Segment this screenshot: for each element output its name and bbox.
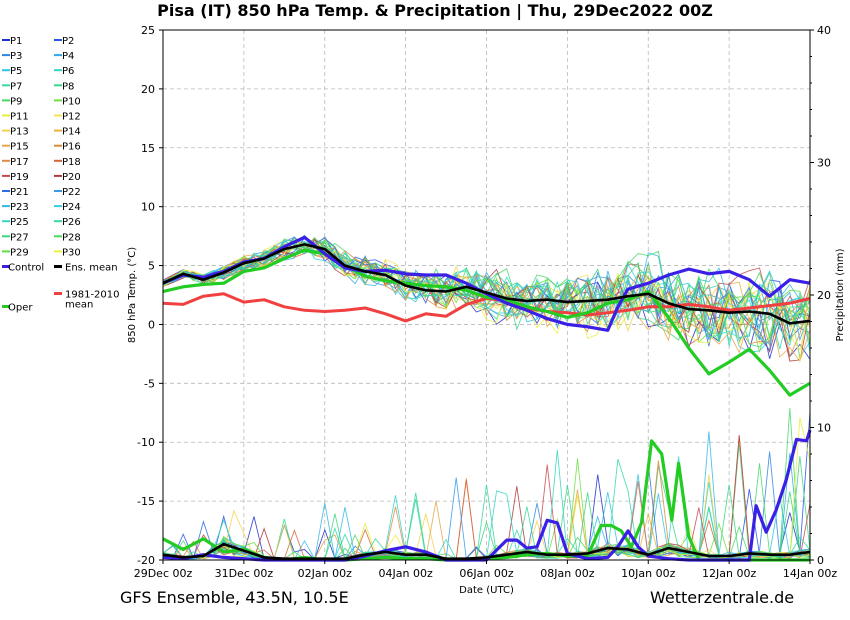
x-tick-label: 06Jan 00z	[459, 567, 513, 580]
legend-label: P26	[62, 217, 81, 228]
legend-label: Ens. mean	[65, 263, 118, 274]
ens-mean-temp-line	[162, 243, 811, 325]
legend-label: P15	[10, 142, 29, 153]
highlight-series-layer	[162, 235, 812, 562]
legend-label: P14	[62, 127, 81, 138]
y-tick-label: 20	[141, 83, 155, 96]
legend-label: P2	[62, 36, 74, 47]
member-p30-temp-line	[162, 238, 811, 362]
x-tick-label: 29Dec 00z	[134, 567, 193, 580]
legend-label: P11	[10, 112, 29, 123]
member-p17-precip-line	[162, 478, 811, 560]
legend-label: P12	[62, 112, 81, 123]
x-tick-label: 04Jan 00z	[379, 567, 433, 580]
y-tick-label: 15	[141, 142, 155, 155]
legend: P1 P2 P3 P4 P5 P6 P7 P8 P9 P10 P11 P12 P13 P14 P15 P16 P…	[2, 36, 120, 314]
legend-label: mean	[65, 300, 93, 311]
legend-label: Oper	[8, 303, 33, 314]
legend-label: P5	[10, 66, 22, 77]
legend-label: P24	[62, 202, 81, 213]
legend-label: P13	[10, 127, 29, 138]
y2-tick-label: 30	[817, 157, 831, 170]
x-axis-label: Date (UTC)	[459, 585, 514, 596]
y2-tick-label: 0	[817, 554, 824, 567]
x-tick-label: 02Jan 00z	[298, 567, 352, 580]
legend-label: P4	[62, 51, 74, 62]
legend-label: P30	[62, 247, 81, 258]
member-p25-temp-line	[162, 241, 811, 347]
member-p29-temp-line	[162, 239, 811, 347]
legend-label: P10	[62, 96, 81, 107]
legend-label: P16	[62, 142, 81, 153]
legend-label: P17	[10, 157, 29, 168]
legend-label: P20	[62, 172, 81, 183]
y2-tick-label: 40	[817, 24, 831, 37]
legend-label: P9	[10, 96, 22, 107]
x-tick-label: 10Jan 00z	[621, 567, 675, 580]
ens-mean-precip-line	[162, 542, 811, 561]
y-tick-label: 5	[148, 260, 155, 273]
legend-label: P27	[10, 232, 29, 243]
axes-layer: 25 20 15 10 5 0 -5 -10 -15 -20 40 30 20 10 0 29Dec 00z 3…	[127, 24, 846, 596]
legend-label: 1981-2010	[65, 290, 120, 301]
member-p28-temp-line	[162, 236, 811, 328]
y-tick-label: -5	[144, 377, 155, 390]
chart-title: Pisa (IT) 850 hPa Temp. & Precipitation …	[157, 1, 713, 20]
legend-label: P22	[62, 187, 81, 198]
legend-label: P19	[10, 172, 29, 183]
y2-tick-label: 20	[817, 289, 831, 302]
legend-label: P1	[10, 36, 22, 47]
member-p27-temp-line	[162, 239, 811, 348]
legend-label: Control	[8, 263, 44, 274]
member-p22-precip-line	[162, 477, 811, 560]
legend-label: P8	[62, 81, 74, 92]
y-tick-label: -10	[137, 436, 155, 449]
x-tick-label: 31Dec 00z	[215, 567, 274, 580]
model-info: GFS Ensemble, 43.5N, 10.5E	[120, 588, 349, 607]
y2-axis-label: Precipitation (mm)	[835, 248, 846, 341]
legend-label: P7	[10, 81, 22, 92]
y2-tick-label: 10	[817, 422, 831, 435]
legend-label: P23	[10, 202, 29, 213]
x-tick-label: 08Jan 00z	[540, 567, 594, 580]
site-name: Wetterzentrale.de	[650, 588, 795, 607]
member-p18-precip-line	[162, 480, 811, 560]
y-axis-label: 850 hPa Temp. (°C)	[127, 247, 138, 343]
legend-label: P25	[10, 217, 29, 228]
legend-label: P3	[10, 51, 22, 62]
legend-label: P18	[62, 157, 81, 168]
y-tick-label: -20	[137, 554, 155, 567]
y-tick-label: 25	[141, 24, 155, 37]
y-tick-label: -15	[137, 495, 155, 508]
x-tick-label: 12Jan 00z	[702, 567, 756, 580]
oper-temp-line	[162, 248, 811, 397]
y-tick-label: 10	[141, 201, 155, 214]
legend-label: P29	[10, 247, 29, 258]
x-tick-label: 14Jan 00z	[783, 567, 837, 580]
y-tick-label: 0	[148, 318, 155, 331]
legend-label: P21	[10, 187, 29, 198]
legend-label: P6	[62, 66, 74, 77]
legend-label: P28	[62, 232, 81, 243]
member-p2-temp-line	[162, 236, 811, 340]
